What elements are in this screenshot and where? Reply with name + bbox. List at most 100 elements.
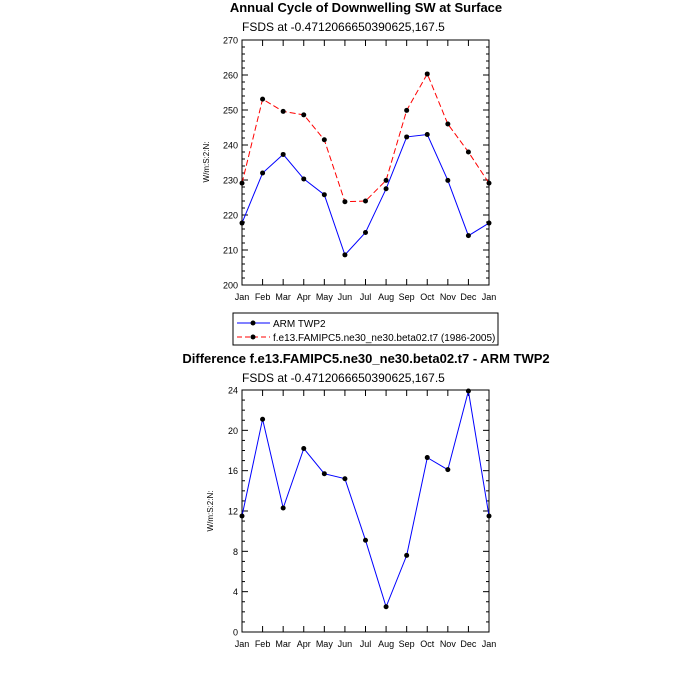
top-ytick-label: 250 (223, 106, 238, 116)
bottom-ytick-label: 12 (228, 507, 238, 517)
top-xtick-label: Oct (420, 292, 435, 302)
bottom-xtick-label: Apr (297, 639, 311, 649)
bottom-xtick-label: Mar (275, 639, 291, 649)
bottom-xtick-label: Jan (235, 639, 250, 649)
bottom-ytick-label: 24 (228, 386, 238, 396)
bottom-chart-title: Difference f.e13.FAMIPC5.ne30_ne30.beta0… (182, 351, 549, 366)
top-ytick-label: 200 (223, 281, 238, 291)
bottom-chart-subtitle: FSDS at -0.4712066650390625,167.5 (242, 371, 445, 385)
top-xtick-label: Sep (399, 292, 415, 302)
top-series-0-point (445, 177, 451, 183)
top-series-0-point (321, 192, 327, 198)
bottom-xtick-label: Dec (460, 639, 477, 649)
bottom-xtick-label: Jan (482, 639, 497, 649)
top-series-1-point (383, 177, 389, 183)
top-series-1-point (280, 108, 286, 114)
bottom-ytick-label: 8 (233, 547, 238, 557)
top-series-0-point (342, 252, 348, 258)
top-series-1-point (342, 199, 348, 205)
top-series-0-point (280, 151, 286, 157)
top-chart: Annual Cycle of Downwelling SW at Surfac… (202, 0, 502, 346)
bottom-xtick-label: May (316, 639, 334, 649)
bottom-series-0-point (239, 513, 245, 519)
bottom-ytick-label: 4 (233, 587, 238, 597)
top-series-1-point (404, 107, 410, 113)
top-xtick-label: May (316, 292, 334, 302)
bottom-chart-series (239, 388, 492, 610)
top-series-0-point (383, 186, 389, 192)
top-series-line-1 (241, 72, 490, 203)
top-series-line-0 (241, 133, 490, 256)
bottom-series-0-point (363, 537, 368, 543)
bottom-series-0-point (383, 604, 389, 610)
top-series-1-point (239, 180, 245, 186)
top-series-0-point (486, 220, 492, 226)
legend-label-model: f.e13.FAMIPC5.ne30_ne30.beta02.t7 (1986-… (273, 333, 495, 344)
top-series-1-point (424, 71, 430, 77)
top-xtick-label: Jun (338, 292, 353, 302)
top-series-1-point (321, 137, 327, 143)
bottom-series-line-0 (241, 390, 490, 609)
bottom-ytick-label: 20 (228, 426, 238, 436)
top-xtick-label: Jul (360, 292, 372, 302)
bottom-ytick-label: 0 (233, 628, 238, 638)
bottom-xtick-label: Aug (378, 639, 394, 649)
top-series-1-point (363, 198, 368, 204)
bottom-xtick-label: Oct (420, 639, 435, 649)
bottom-series-0-point (486, 513, 492, 519)
top-xtick-label: Jan (482, 292, 497, 302)
bottom-chart-axes: 0 4 8 12 16 20 24 Jan Feb Mar Apr May Jun Jul Aug Sep Oc… (228, 386, 496, 650)
top-xtick-label: Mar (275, 292, 291, 302)
top-series-0-point (260, 170, 266, 176)
top-chart-legend: ARM TWP2 f.e13.FAMIPC5.ne30_ne30.beta02.… (232, 312, 499, 346)
bottom-series-0-point (280, 505, 286, 511)
top-xtick-label: Nov (440, 292, 457, 302)
bottom-xtick-label: Feb (255, 639, 271, 649)
top-chart-ylabel: W/m:S:2:N: (202, 142, 211, 183)
bottom-xtick-label: Jul (360, 639, 372, 649)
top-chart-axes: 200 210 220 230 240 250 260 270 Jan Feb Mar Apr May J… (223, 36, 496, 303)
bottom-series-0-point (424, 455, 430, 461)
top-ytick-label: 260 (223, 71, 238, 81)
bottom-series-0-point (445, 467, 451, 473)
top-series-0-point (404, 134, 410, 140)
bottom-xtick-label: Jun (338, 639, 353, 649)
legend-label-arm: ARM TWP2 (273, 319, 326, 330)
top-series-0-point (239, 220, 245, 226)
legend-marker-model (250, 334, 256, 340)
top-chart-series (239, 71, 492, 258)
top-series-0-point (301, 176, 307, 182)
top-series-1-point (465, 149, 471, 155)
bottom-xtick-label: Sep (399, 639, 415, 649)
top-series-1-point (486, 180, 492, 186)
top-series-1-point (445, 121, 451, 127)
bottom-chart: Difference f.e13.FAMIPC5.ne30_ne30.beta0… (182, 351, 549, 649)
top-ytick-label: 240 (223, 141, 238, 151)
top-series-1-point (260, 96, 266, 102)
top-xtick-label: Jan (235, 292, 250, 302)
bottom-series-0-point (321, 471, 327, 477)
top-chart-frame (241, 39, 490, 286)
top-ytick-label: 210 (223, 246, 238, 256)
top-xtick-label: Apr (297, 292, 311, 302)
top-series-1-point (301, 112, 307, 118)
top-xtick-label: Dec (460, 292, 477, 302)
top-series-0-point (363, 230, 368, 235)
bottom-series-0-point (404, 552, 410, 558)
top-ytick-label: 270 (223, 36, 238, 46)
bottom-xtick-label: Nov (440, 639, 457, 649)
bottom-ytick-label: 16 (228, 466, 238, 476)
bottom-chart-frame (241, 389, 490, 633)
top-series-0-point (465, 233, 471, 239)
top-xtick-label: Feb (255, 292, 271, 302)
bottom-series-0-point (301, 445, 307, 451)
bottom-series-0-point (342, 476, 348, 482)
legend-box (232, 312, 499, 346)
bottom-chart-ylabel: W/m:S:2:N: (206, 491, 215, 532)
top-ytick-label: 220 (223, 211, 238, 221)
bottom-series-0-point (260, 416, 266, 422)
top-series-0-point (424, 132, 430, 137)
top-xtick-label: Aug (378, 292, 394, 302)
top-ytick-label: 230 (223, 176, 238, 186)
